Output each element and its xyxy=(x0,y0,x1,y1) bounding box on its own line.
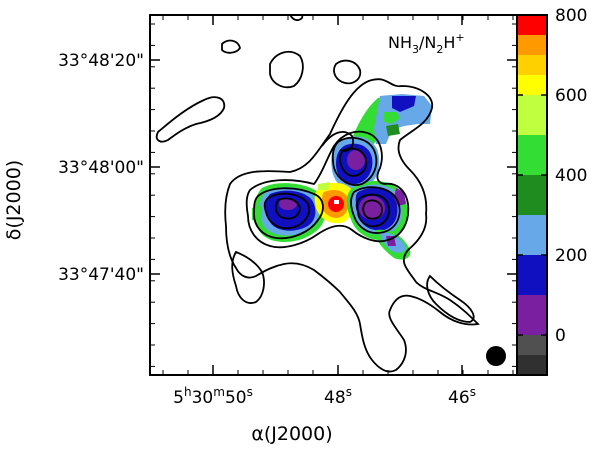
colorbar-tick-label-4: 800 xyxy=(555,6,587,26)
colorbar-bin-6 xyxy=(517,135,547,175)
colorbar-bin-0 xyxy=(517,355,547,375)
colorbar-bin-4 xyxy=(517,215,547,255)
contour-inner-2 xyxy=(253,187,324,240)
x-axis-title: α(J2000) xyxy=(251,423,332,445)
contour-outer-main xyxy=(224,78,480,373)
x-tick-label-3: 46s xyxy=(448,385,476,408)
colorbar-bin-1 xyxy=(517,335,547,355)
contour-central-1 xyxy=(331,136,378,186)
y-axis xyxy=(150,59,517,275)
colorbar-bin-9 xyxy=(517,55,547,75)
central-lobe-peak xyxy=(347,150,365,170)
beam-marker xyxy=(486,346,506,366)
west-lobe-core xyxy=(265,190,316,231)
hotspot-gap xyxy=(334,200,339,204)
contour-island-nw xyxy=(155,96,226,143)
colorbar-bin-8 xyxy=(517,75,547,95)
colorbar-ticks: 0 200 400 600 800 xyxy=(517,6,587,346)
colorbar-tick-label-0: 0 xyxy=(555,326,566,346)
colorbar xyxy=(517,15,547,375)
panel-label: NH3/N2H+ xyxy=(388,31,465,56)
x-tick-label-2: 48s xyxy=(324,385,352,408)
colorbar-bin-10 xyxy=(517,35,547,55)
y-minor-ticks xyxy=(150,23,517,367)
contour-island-w xyxy=(231,250,265,304)
contour-central-2 xyxy=(339,147,368,177)
north-arm-green xyxy=(384,112,400,124)
ratio-colormap xyxy=(252,94,432,260)
colorbar-bin-5 xyxy=(517,175,547,215)
contour-island-n xyxy=(269,50,304,89)
colorbar-bin-11 xyxy=(517,15,547,35)
colorbar-tick-label-3: 600 xyxy=(555,86,587,106)
contour-ne-ridge xyxy=(321,131,354,152)
fringe-green-2 xyxy=(386,124,400,136)
colorbar-frame xyxy=(516,14,548,376)
colorbar-bin-3 xyxy=(517,255,547,295)
west-lobe-peak xyxy=(279,198,297,210)
contour-east-2 xyxy=(355,193,391,228)
y-tick-label-1: 33°48'20" xyxy=(58,51,144,71)
contour-inner-3 xyxy=(263,192,310,230)
colorbar-bin-7 xyxy=(517,95,547,135)
x-tick-label-1: 5h30m50s xyxy=(173,385,253,408)
fringe-yellow xyxy=(318,182,330,190)
contour-island-top xyxy=(289,15,304,21)
contour-east-3 xyxy=(362,199,383,220)
y-axis-title: δ(J2000) xyxy=(3,160,25,240)
contour-island-ne xyxy=(333,59,362,85)
contour-inner-1 xyxy=(245,130,410,249)
contour-inner-4 xyxy=(275,197,301,220)
y-tick-label-3: 33°47'40" xyxy=(58,265,144,285)
x-minor-ticks xyxy=(162,15,514,375)
colorbar-tick-label-2: 400 xyxy=(555,166,587,186)
contour-island-nn xyxy=(221,39,241,54)
contour-island-se xyxy=(426,274,475,323)
n2h-contours xyxy=(155,15,480,373)
colorbar-tick-label-1: 200 xyxy=(555,246,587,266)
contour-east-1 xyxy=(350,186,401,234)
y-tick-label-2: 33°48'00" xyxy=(58,158,144,178)
colorbar-bin-2 xyxy=(517,295,547,335)
north-arm-core xyxy=(392,96,416,112)
